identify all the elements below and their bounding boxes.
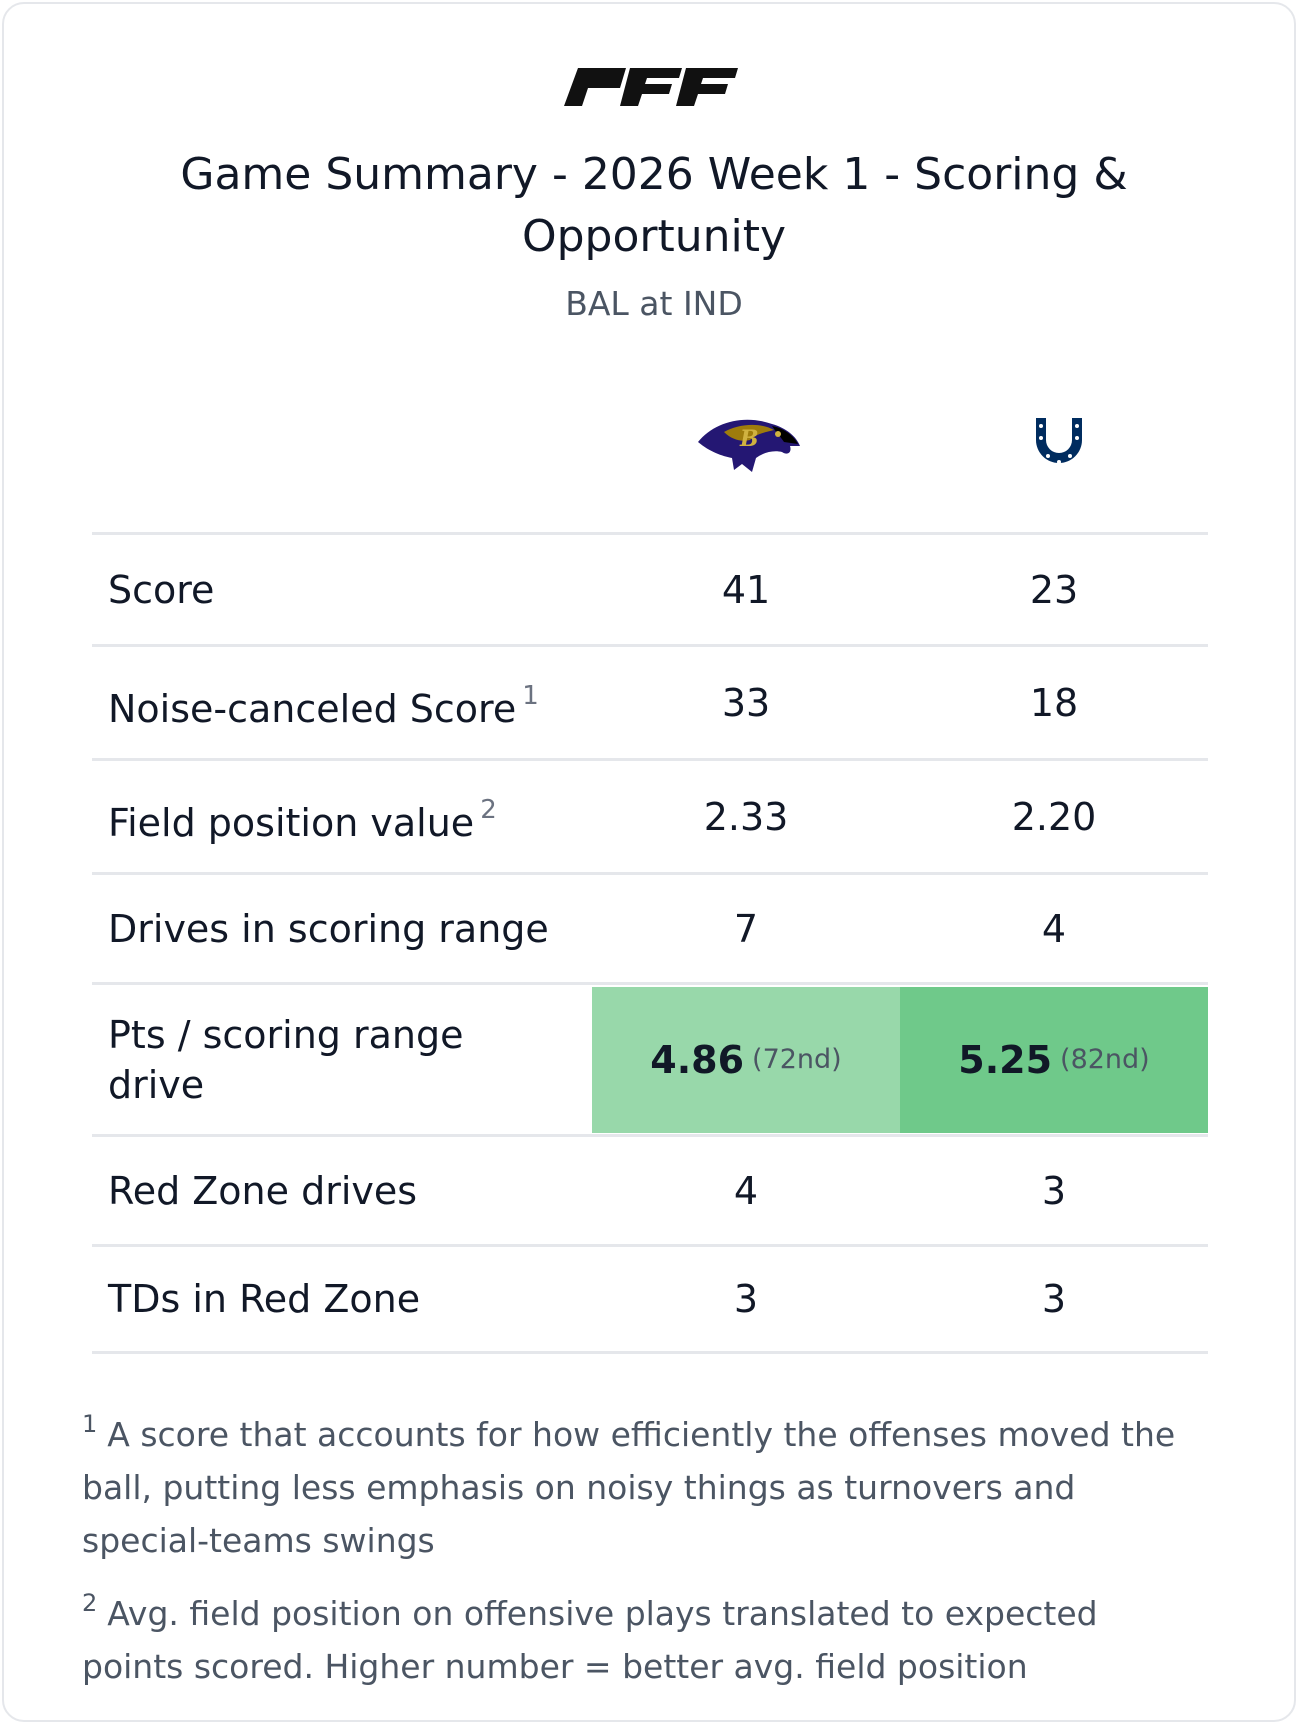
page-title: Game Summary - 2026 Week 1 - Scoring & O… bbox=[180, 149, 1128, 262]
ind-value: 3 bbox=[1041, 1277, 1067, 1321]
svg-text:B: B bbox=[739, 426, 759, 452]
bal-value: 7 bbox=[733, 906, 759, 951]
matchup-subtitle: BAL at IND bbox=[565, 284, 743, 323]
ind-value-highlight: 5.25 (82nd) bbox=[900, 986, 1208, 1133]
row-label: TDs in Red Zone bbox=[108, 1277, 421, 1321]
bal-value: 41 bbox=[721, 567, 771, 612]
row-label: Pts / scoring range drive bbox=[108, 1012, 464, 1107]
bal-value: 2.33 bbox=[703, 794, 789, 839]
table-row: Drives in scoring range 7 4 bbox=[92, 872, 1208, 982]
pff-logo bbox=[564, 68, 738, 106]
table-row: Noise-canceled Score 1 33 18 bbox=[92, 644, 1208, 758]
table-row: TDs in Red Zone 3 3 bbox=[92, 1244, 1208, 1354]
ind-value: 4 bbox=[1041, 906, 1067, 951]
ind-value: 5.25 bbox=[958, 1037, 1053, 1082]
bal-rank: (72nd) bbox=[752, 1044, 842, 1075]
ind-value: 23 bbox=[1029, 567, 1079, 612]
table-row: Score 41 23 bbox=[92, 532, 1208, 644]
row-label: Red Zone drives bbox=[108, 1168, 418, 1213]
footnote-marker: 1 bbox=[522, 681, 539, 711]
footnote-marker: 2 bbox=[82, 1589, 98, 1617]
bal-value: 3 bbox=[733, 1277, 759, 1321]
bal-value: 33 bbox=[721, 680, 771, 725]
ravens-logo-icon: B bbox=[698, 419, 800, 472]
table-row: Red Zone drives 4 3 bbox=[92, 1134, 1208, 1244]
ind-rank: (82nd) bbox=[1060, 1044, 1150, 1075]
bal-value: 4.86 bbox=[650, 1037, 745, 1082]
row-label: Field position value 2 bbox=[108, 795, 497, 845]
footnote-marker: 1 bbox=[82, 1410, 98, 1438]
footnote-marker: 2 bbox=[480, 795, 497, 825]
row-label: Drives in scoring range bbox=[108, 906, 549, 951]
stats-table: Score 41 23 Noise-canceled Score 1 33 18 … bbox=[92, 532, 1208, 1354]
table-row: Pts / scoring range drive 4.86 (72nd) 5.… bbox=[92, 982, 1208, 1134]
ind-value: 2.20 bbox=[1011, 794, 1097, 839]
table-row: Field position value 2 2.33 2.20 bbox=[92, 758, 1208, 872]
colts-horseshoe-icon bbox=[1036, 418, 1082, 464]
ind-value: 3 bbox=[1041, 1168, 1067, 1213]
bal-value-highlight: 4.86 (72nd) bbox=[592, 986, 900, 1133]
bal-value: 4 bbox=[733, 1168, 759, 1213]
row-label: Noise-canceled Score 1 bbox=[108, 681, 539, 731]
footnote: 2 Avg. field position on offensive plays … bbox=[82, 1589, 1098, 1686]
ind-value: 18 bbox=[1029, 680, 1079, 725]
row-label: Score bbox=[108, 567, 215, 612]
